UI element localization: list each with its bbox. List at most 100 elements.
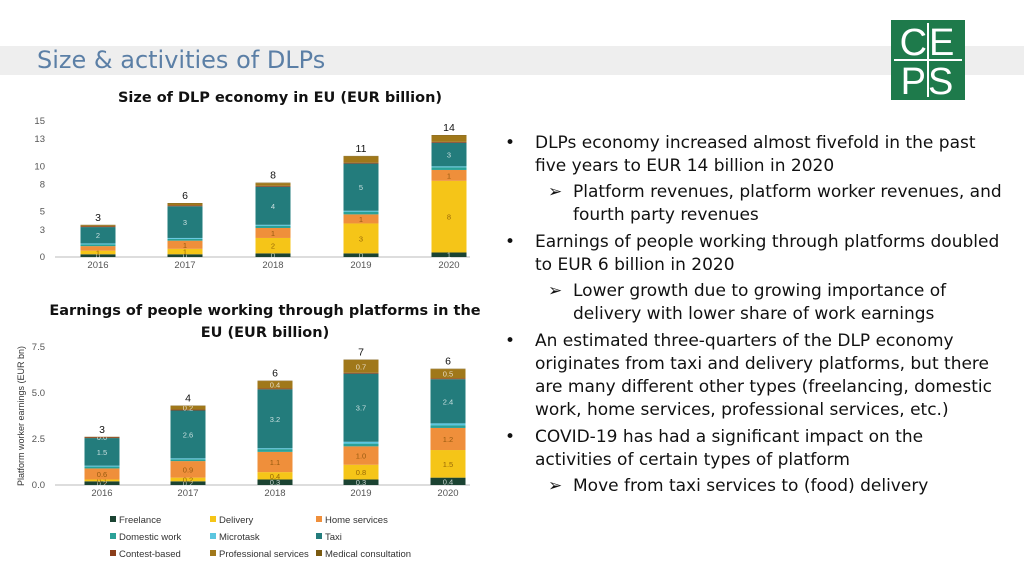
legend-swatch — [110, 516, 116, 523]
y-tick-label: 0 — [40, 252, 45, 263]
bullet-item: • DLPs economy increased almost fivefold … — [505, 132, 1005, 178]
bar-segment — [255, 224, 291, 226]
segment-label: 1.0 — [356, 452, 366, 461]
arrow-bullet-icon: ➢ — [548, 281, 563, 301]
sub-bullet-item: ➢ Move from taxi services to (food) deliv… — [505, 475, 1005, 498]
legend-swatch — [210, 516, 216, 523]
legend-swatch — [316, 550, 322, 557]
legend-label: Home services — [325, 515, 388, 526]
segment-label: 2 — [96, 231, 100, 240]
bullet-text: Earnings of people working through platf… — [535, 232, 1000, 275]
segment-label: 3.7 — [356, 404, 366, 413]
legend-item: Contest-based — [110, 549, 181, 560]
bar-segment — [255, 186, 291, 225]
legend-item: Domestic work — [110, 532, 181, 543]
x-tick-label: 2020 — [438, 260, 459, 271]
bar-segment — [167, 205, 203, 207]
bar-segment — [170, 461, 206, 478]
chart1: 0358101315012320160113620170214820180315… — [34, 116, 470, 271]
bar-segment — [80, 244, 116, 247]
x-tick-label: 2017 — [174, 260, 195, 271]
bar-segment — [167, 238, 203, 241]
segment-label: 1 — [447, 171, 451, 180]
segment-label: 2 — [271, 242, 275, 251]
legend-swatch — [316, 516, 322, 523]
bullet-marker: • — [505, 133, 516, 153]
bar-segment — [255, 227, 291, 238]
y-tick-label: 3 — [40, 225, 45, 236]
bullet-item: • Earnings of people working through plat… — [505, 231, 1005, 277]
bar-segment — [84, 479, 120, 482]
y-axis-label: Platform worker earnings (EUR bn) — [16, 346, 26, 486]
chart2-title: Earnings of people working through platf… — [49, 303, 481, 341]
bar-segment — [431, 180, 467, 253]
bar-segment — [430, 427, 466, 451]
bullet-marker: • — [505, 427, 516, 447]
bar-segment — [343, 443, 379, 447]
segment-label: 0.2 — [183, 479, 193, 488]
logo-text-top: CE — [900, 22, 957, 64]
segment-label: 1.2 — [443, 435, 453, 444]
segment-label: 1 — [271, 229, 275, 238]
bar-segment — [430, 477, 466, 485]
segment-label: 1 — [183, 248, 187, 257]
bar-segment — [80, 250, 116, 255]
segment-label: 0 — [96, 252, 100, 261]
segment-label: 8 — [447, 213, 451, 222]
y-tick-label: 8 — [40, 179, 45, 190]
legend-item: Freelance — [110, 515, 161, 526]
y-tick-label: 15 — [34, 116, 45, 127]
bar-segment — [431, 169, 467, 181]
y-tick-label: 10 — [34, 161, 45, 172]
y-tick-label: 13 — [34, 134, 45, 145]
legend-item: Microtask — [210, 532, 260, 543]
bar-segment — [80, 254, 116, 257]
bar-segment — [431, 252, 467, 257]
ceps-logo: CE PS — [891, 20, 965, 100]
bar-segment — [257, 472, 293, 480]
segment-label: 1.1 — [270, 458, 280, 467]
bar-segment — [257, 448, 293, 450]
segment-label: 0.3 — [356, 478, 366, 487]
segment-label: 1 — [447, 251, 451, 260]
bar-segment — [430, 379, 466, 424]
sub-bullet-item: ➢ Platform revenues, platform worker reve… — [505, 181, 1005, 227]
bullet-text: Platform revenues, platform worker reven… — [573, 182, 1002, 225]
page-title: Size & activities of DLPs — [37, 46, 326, 74]
legend-item: Medical consultation — [316, 549, 411, 560]
x-tick-label: 2020 — [437, 488, 458, 499]
segment-label: 0.7 — [356, 362, 366, 371]
bar-segment — [343, 479, 379, 485]
charts-canvas: 0358101315012320160113620170214820180315… — [16, 116, 470, 499]
segment-label: 0.6 — [97, 470, 107, 479]
bar-segment — [80, 246, 116, 251]
bar-segment — [343, 372, 379, 374]
bullet-item: • An estimated three-quarters of the DLP … — [505, 330, 1005, 422]
bar-segment — [170, 481, 206, 485]
bar-segment — [257, 479, 293, 485]
legend-label: Taxi — [325, 532, 342, 543]
bullet-list: • DLPs economy increased almost fivefold … — [505, 128, 1005, 498]
bar-segment — [343, 441, 379, 444]
sub-bullet-item: ➢ Lower growth due to growing importance … — [505, 280, 1005, 326]
bar-segment — [255, 253, 291, 257]
bar-segment — [343, 156, 379, 163]
bar-segment — [84, 468, 120, 480]
segment-label: 0.4 — [270, 381, 280, 390]
segment-label: 2.4 — [443, 397, 453, 406]
bar-segment — [431, 166, 467, 168]
segment-label: 0 — [183, 252, 187, 261]
chart2: 0.0 2.5 5.0 7.5 Platform worker earnings (EU… — [16, 342, 470, 499]
bar-segment — [167, 254, 203, 257]
logo-text-bottom: PS — [901, 61, 956, 100]
segment-label: 0 — [271, 251, 275, 260]
segment-label: 0.2 — [97, 479, 107, 488]
segment-label: 2.6 — [183, 430, 193, 439]
bar-segment — [343, 446, 379, 465]
y-tick-label: 7.5 — [32, 342, 45, 353]
bullet-text: An estimated three-quarters of the DLP e… — [535, 331, 992, 420]
segment-label: 0.9 — [183, 465, 193, 474]
x-tick-label: 2017 — [177, 488, 198, 499]
x-tick-label: 2016 — [87, 260, 108, 271]
legend-label: Medical consultation — [325, 549, 412, 560]
